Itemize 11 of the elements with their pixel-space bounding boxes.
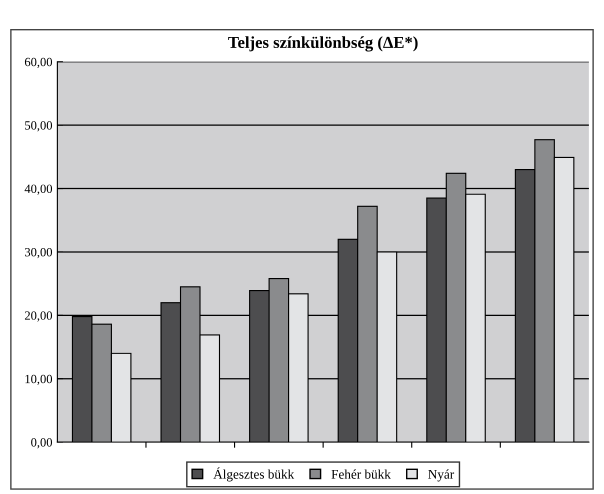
y-tick-label: 50,00 [25,121,52,132]
y-tick-label: 60,00 [24,58,52,68]
legend-label: Fehér bükk [332,469,391,479]
legend-label: Álgesztes bükk [213,467,294,482]
y-tick-label: 20,00 [24,311,52,322]
y-tick-label: 10,00 [25,374,52,385]
y-tick-label: 0,00 [31,438,52,448]
chart-title: Teljes színkülönbség (ΔE*) [228,36,418,52]
y-tick-label: 30,00 [24,248,52,258]
legend-label: Nyár [428,469,454,482]
y-tick-label: 40,00 [24,184,52,195]
